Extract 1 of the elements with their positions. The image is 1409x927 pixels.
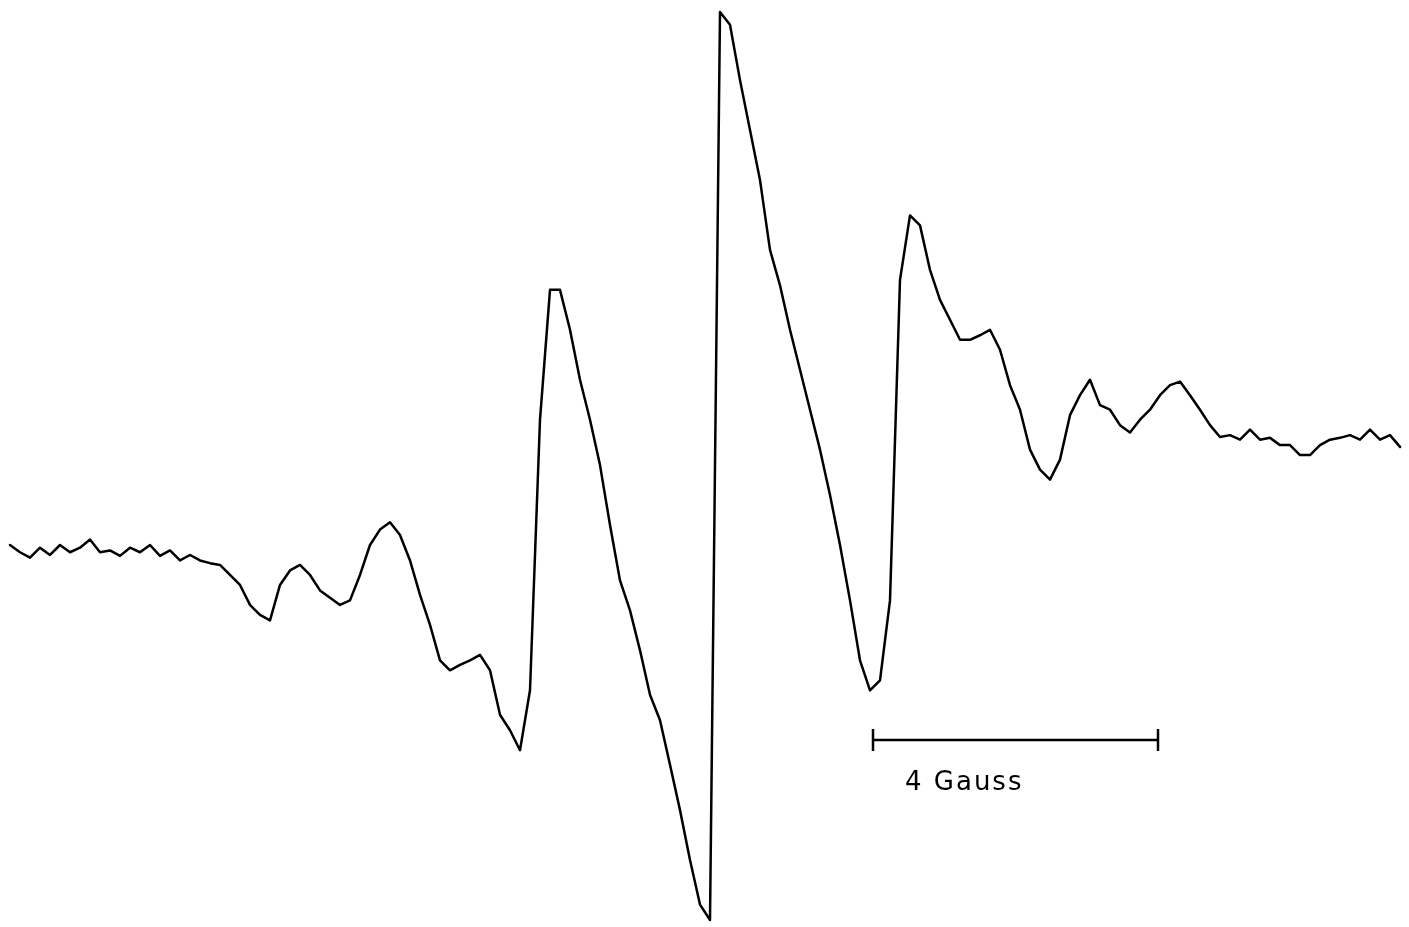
annotation: 4 Gauss xyxy=(905,766,1024,796)
